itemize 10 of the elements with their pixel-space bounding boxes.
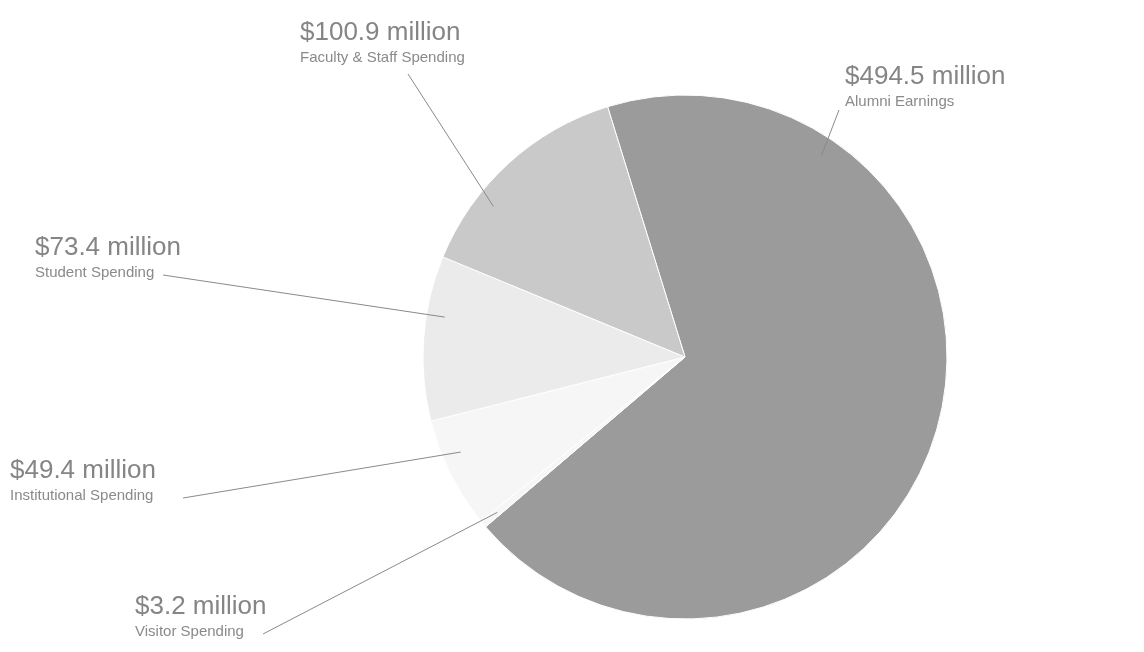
slice-label: Student Spending [35,263,155,280]
data-label: $100.9 million [300,16,461,46]
data-label: $73.4 million [35,231,181,261]
data-label: $3.2 million [135,590,267,620]
slice-label: Institutional Spending [10,486,154,503]
data-label: $49.4 million [10,454,156,484]
data-label: $494.5 million [845,60,1006,90]
slice-label: Faculty & Staff Spending [300,48,465,65]
slice-label: Alumni Earnings [845,92,955,109]
slice-label: Visitor Spending [135,622,244,639]
